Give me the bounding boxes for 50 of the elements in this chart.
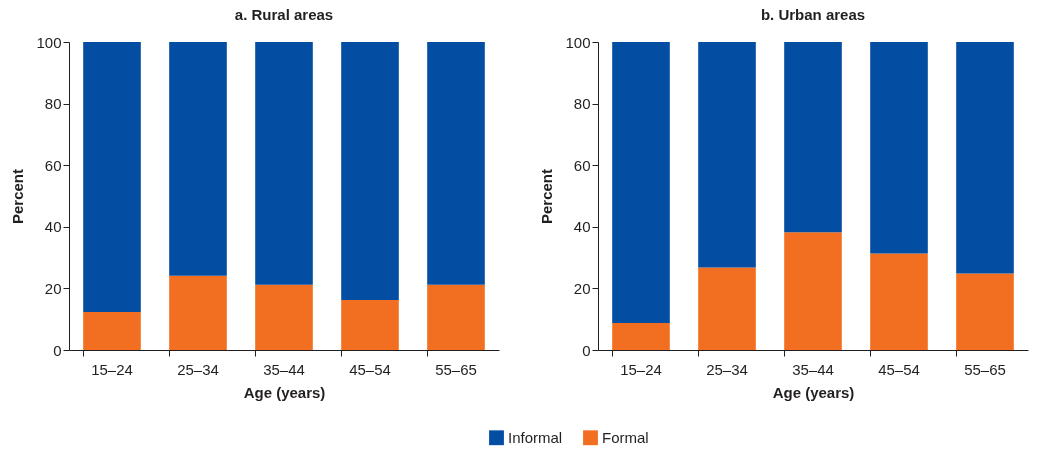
x-axis-title: Age (years) <box>243 383 326 401</box>
bar <box>698 42 756 268</box>
y-tick-label: 60 <box>44 156 62 174</box>
y-tick-label: 0 <box>582 341 591 359</box>
x-tick-label: 45–54 <box>878 360 920 378</box>
bar <box>169 42 227 276</box>
y-axis-title: Percent <box>538 168 556 225</box>
x-tick-label: 35–44 <box>263 360 305 378</box>
bar <box>956 42 1014 274</box>
y-tick-label: 40 <box>44 218 62 236</box>
bar <box>341 300 399 350</box>
bar <box>612 322 670 350</box>
bar <box>784 232 842 350</box>
bar <box>698 267 756 350</box>
bar <box>255 42 313 285</box>
chart-title: b. Urban areas <box>760 6 866 23</box>
y-tick-label: 40 <box>573 218 591 236</box>
y-tick-label: 0 <box>53 341 62 359</box>
x-tick-label: 55–65 <box>435 360 477 378</box>
bar <box>255 284 313 350</box>
bar <box>83 312 141 350</box>
bar <box>870 253 928 350</box>
chart-title: a. Rural areas <box>234 6 334 23</box>
x-tick-label: 15–24 <box>91 360 133 378</box>
x-tick-label: 45–54 <box>349 360 391 378</box>
bar <box>169 275 227 350</box>
y-tick-label: 20 <box>44 279 62 297</box>
bar <box>427 42 485 285</box>
legend-label: Informal <box>508 428 563 446</box>
x-tick-label: 25–34 <box>177 360 219 378</box>
x-tick-label: 55–65 <box>964 360 1006 378</box>
x-tick-label: 15–24 <box>620 360 662 378</box>
y-tick-label: 100 <box>565 33 591 51</box>
y-axis-title: Percent <box>9 168 27 225</box>
y-tick-label: 20 <box>573 279 591 297</box>
x-tick-label: 35–44 <box>792 360 834 378</box>
x-tick-label: 25–34 <box>706 360 748 378</box>
y-tick-label: 80 <box>44 95 62 113</box>
bar <box>870 42 928 254</box>
y-tick-label: 100 <box>36 33 62 51</box>
legend-label: Formal <box>602 428 649 446</box>
bar <box>83 42 141 313</box>
bar <box>612 42 670 323</box>
bar <box>427 284 485 350</box>
x-axis-title: Age (years) <box>772 383 855 401</box>
bar <box>956 273 1014 350</box>
y-tick-label: 60 <box>573 156 591 174</box>
bar <box>341 42 399 301</box>
y-tick-label: 80 <box>573 95 591 113</box>
bar <box>784 42 842 233</box>
